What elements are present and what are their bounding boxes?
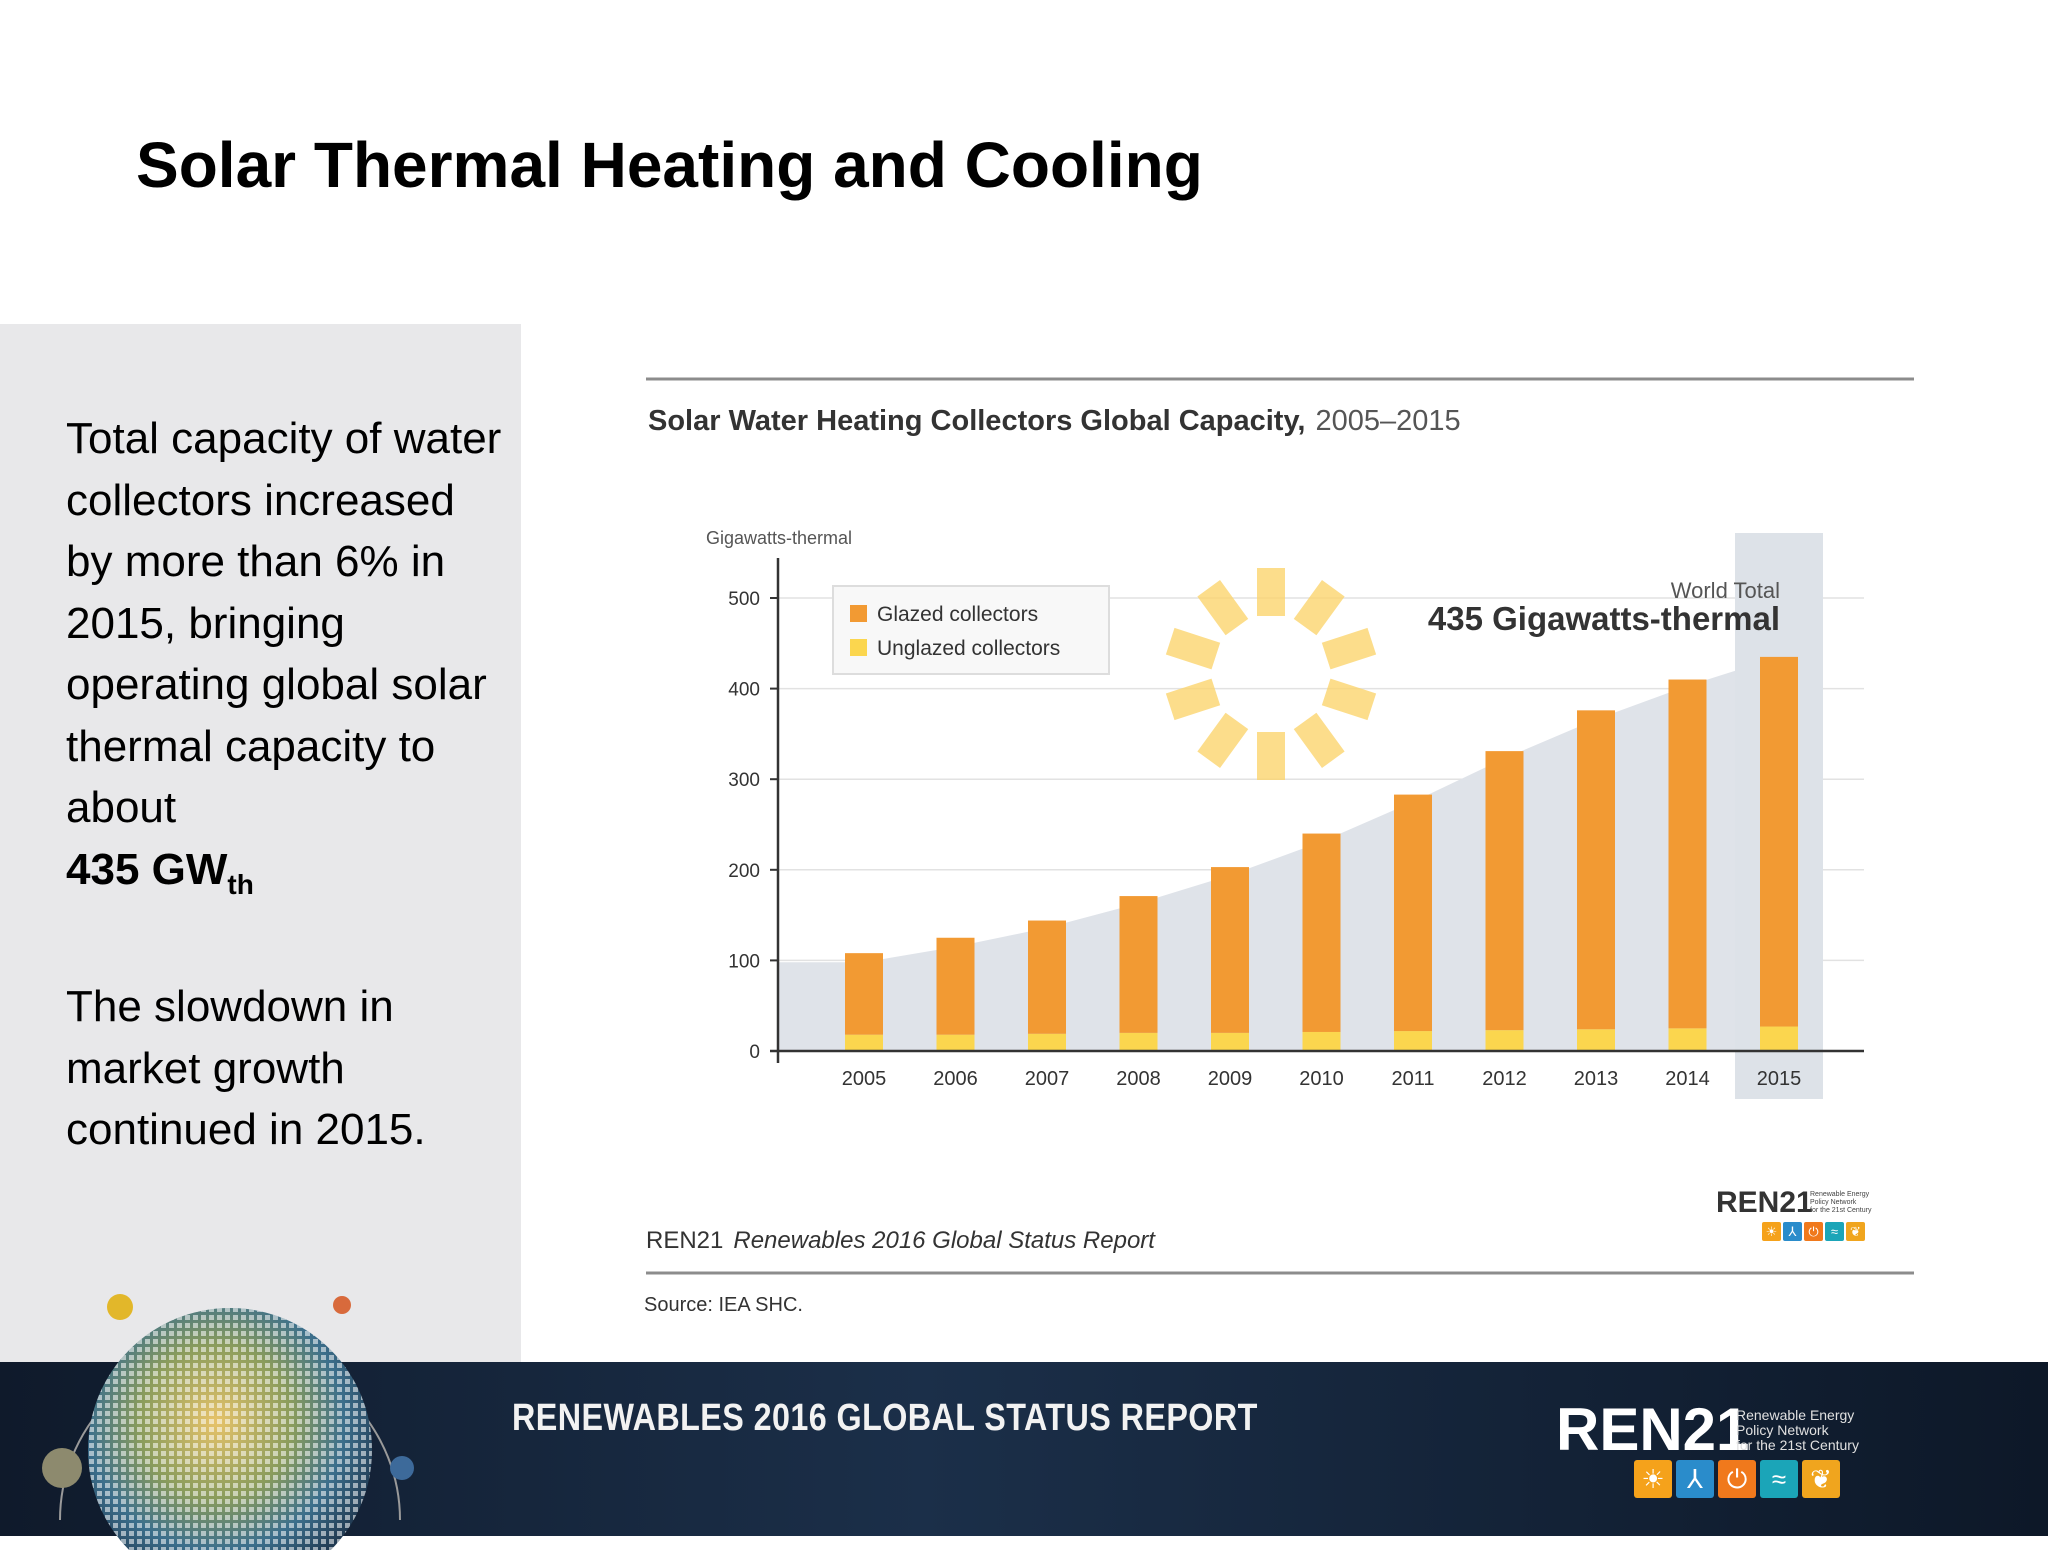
annotation-value: 435 Gigawatts-thermal [1428,600,1780,637]
globe-icon [42,1294,414,1550]
bar-unglazed [1485,1030,1524,1051]
bar-unglazed [1577,1029,1615,1051]
bar-unglazed [1302,1031,1341,1051]
bar-glazed [936,937,975,1035]
sun-ray [1257,568,1285,616]
sun-icon: ☀ [1762,1222,1781,1241]
sun-ray [1165,678,1221,721]
wind-turbine-icon: ⅄ [1676,1460,1714,1498]
chart-footer: REN21 Renewables 2016 Global Status Repor… [646,1227,1156,1254]
sun-ray [1321,678,1377,721]
legend-swatch-unglazed [850,639,867,656]
capacity-value: 435 GWth [66,844,254,900]
trend-area [778,656,1819,1051]
bar-glazed [845,953,883,1035]
y-tick-label: 100 [728,951,760,972]
x-tick-label: 2013 [1574,1068,1619,1090]
bar-unglazed [845,1034,883,1051]
logo-tagline: Renewable Energy Policy Network for the 21… [1736,1407,1859,1453]
bar-glazed [1119,896,1158,1033]
x-tick-label: 2015 [1757,1068,1802,1090]
sun-ray [1293,580,1345,636]
wind-turbine-icon: ⅄ [1783,1222,1802,1241]
banner-title: RENEWABLES 2016 GLOBAL STATUS REPORT [512,1397,1258,1439]
side-text: Total capacity of water collectors incre… [66,408,506,1161]
sun-ray [1321,627,1377,670]
x-tick-label: 2005 [842,1068,887,1090]
x-tick-label: 2011 [1391,1068,1434,1090]
chart-legend: Glazed collectors Unglazed collectors [832,585,1110,675]
side-paragraph-1-text: Total capacity of water collectors incre… [66,414,502,832]
x-tick-label: 2007 [1025,1068,1070,1090]
bar-glazed [1668,679,1707,1029]
x-tick-label: 2012 [1482,1068,1527,1090]
logo-icons: ☀ ⅄ ⏻ ≈ ❦ [1634,1460,1840,1498]
y-tick-label: 400 [728,680,760,701]
leaf-icon: ❦ [1802,1460,1840,1498]
x-tick-label: 2006 [933,1068,978,1090]
bar-glazed [1302,833,1341,1032]
x-tick-label: 2008 [1116,1068,1161,1090]
side-panel [0,324,521,1364]
side-paragraph-2: The slowdown in market growth continued … [66,982,426,1155]
bar-unglazed [1028,1033,1066,1051]
bar-glazed [1211,867,1249,1033]
bar-unglazed [1394,1031,1432,1051]
sun-icon: ☀ [1634,1460,1672,1498]
side-paragraph-1: Total capacity of water collectors incre… [66,408,506,915]
chart-title: Solar Water Heating Collectors Global Ca… [648,405,1461,437]
bar-unglazed [1119,1032,1158,1051]
legend-swatch-glazed [850,605,867,622]
y-axis-label: Gigawatts-thermal [706,528,852,548]
sun-icon [1165,568,1377,780]
y-tick-label: 300 [728,770,760,791]
sun-ray [1197,712,1249,768]
bar-unglazed [1760,1026,1798,1051]
power-icon: ⏻ [1804,1222,1823,1241]
logo-small-icons: ☀ ⅄ ⏻ ≈ ❦ [1762,1222,1865,1241]
leaf-icon: ❦ [1846,1222,1865,1241]
ren21-logo: REN21 Renewable Energy Policy Network for … [1556,1396,1859,1498]
bar-unglazed [936,1034,975,1051]
bar-glazed [1760,656,1798,1027]
legend-label-glazed: Glazed collectors [877,603,1038,626]
bar-glazed [1028,920,1066,1034]
capacity-unit-subscript: th [227,868,254,900]
y-tick-label: 200 [728,861,760,882]
bar-unglazed [1668,1028,1707,1051]
sun-ray [1197,580,1249,636]
power-icon: ⏻ [1718,1460,1756,1498]
y-tick-label: 0 [749,1042,760,1063]
water-waves-icon: ≈ [1760,1460,1798,1498]
sun-ray [1165,627,1221,670]
x-tick-label: 2009 [1208,1068,1253,1090]
logo-word: REN21 [1556,1396,1750,1463]
sun-ray [1293,712,1345,768]
bar-glazed [1577,710,1615,1030]
sun-ray [1257,732,1285,780]
slide-title: Solar Thermal Heating and Cooling [136,129,1203,201]
logo-small-tagline: Renewable Energy Policy Network for the 21… [1810,1191,1872,1214]
bar-unglazed [1211,1032,1249,1051]
chart: Solar Water Heating Collectors Global Ca… [644,377,1914,1316]
x-tick-label: 2014 [1665,1068,1710,1090]
chart-source: Source: IEA SHC. [644,1294,803,1316]
bar-glazed [1485,751,1524,1031]
x-tick-label: 2010 [1299,1068,1344,1090]
annotation-label: World Total [1671,578,1780,603]
legend-label-unglazed: Unglazed collectors [877,637,1060,660]
ren21-logo-small: REN21 Renewable Energy Policy Network for … [1716,1186,1871,1241]
logo-small-word: REN21 [1716,1186,1813,1219]
y-tick-label: 500 [728,589,760,610]
water-waves-icon: ≈ [1825,1222,1844,1241]
bar-glazed [1394,794,1432,1032]
